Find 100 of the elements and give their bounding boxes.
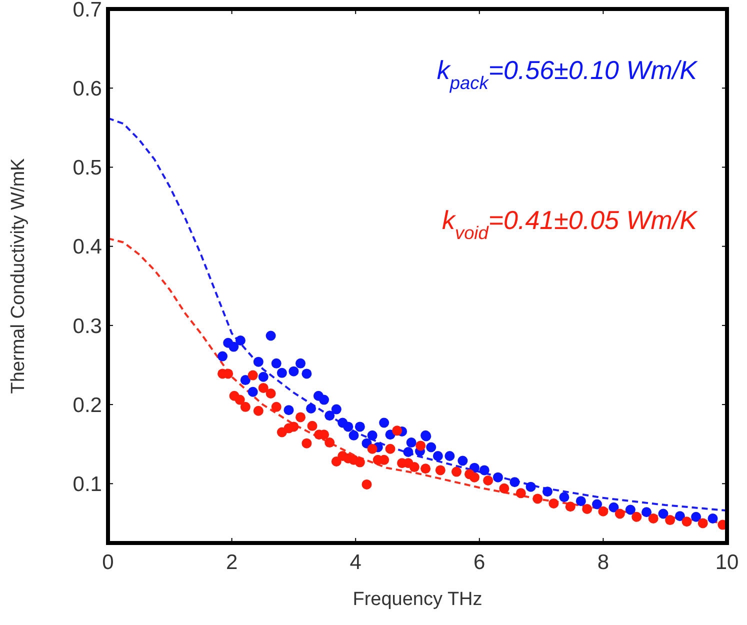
point: [698, 518, 708, 528]
x-tick-label: 6: [474, 551, 486, 574]
line-series: [107, 117, 728, 512]
point: [362, 479, 372, 490]
point: [559, 492, 570, 502]
point: [532, 494, 543, 504]
point: [708, 513, 718, 524]
point: [218, 351, 228, 362]
point: [266, 330, 276, 341]
point: [253, 406, 264, 416]
y-axis-title: Thermal Conductivity W/mK: [8, 158, 29, 394]
point: [432, 450, 443, 461]
point: [403, 447, 414, 458]
point: [379, 454, 390, 465]
point: [451, 466, 462, 477]
point: [479, 465, 490, 476]
point: [276, 368, 287, 378]
y-tick-label: 0.5: [72, 156, 102, 180]
y-tick-label: 0.1: [72, 473, 102, 496]
point: [324, 438, 335, 448]
point: [284, 405, 294, 416]
point: [420, 464, 431, 474]
x-tick-label: 0: [102, 551, 114, 574]
point: [592, 499, 602, 510]
x-tick-label: 4: [350, 551, 362, 574]
point: [296, 358, 306, 368]
point: [248, 386, 258, 397]
point: [665, 515, 676, 526]
point: [409, 462, 420, 472]
point: [253, 356, 264, 367]
point: [234, 394, 245, 405]
point: [435, 465, 446, 476]
point: [331, 404, 342, 414]
y-tick-label: 0.2: [72, 394, 102, 417]
y-tick-label: 0.4: [72, 236, 102, 259]
point: [444, 450, 455, 461]
point: [576, 496, 586, 506]
point: [306, 404, 316, 414]
point: [608, 502, 619, 512]
point: [319, 394, 330, 405]
point: [499, 483, 510, 494]
point: [632, 512, 642, 522]
point: [458, 456, 468, 466]
x-tick-label: 8: [597, 551, 610, 574]
point: [240, 375, 250, 386]
point: [426, 442, 436, 452]
point: [307, 420, 318, 431]
point: [379, 418, 390, 428]
point: [258, 372, 268, 382]
point: [469, 472, 480, 482]
point: [614, 508, 625, 519]
point: [548, 498, 559, 508]
point: [331, 456, 342, 467]
point: [266, 388, 276, 398]
point: [288, 366, 299, 376]
point: [228, 342, 239, 352]
y-tick-label: 0.6: [72, 77, 102, 100]
point: [682, 516, 692, 527]
y-tick-label: 0.3: [72, 314, 102, 338]
point: [302, 438, 312, 448]
point: [343, 422, 354, 432]
point: [406, 438, 416, 448]
point: [658, 508, 668, 519]
point: [324, 410, 335, 421]
annotation: k$_{pack}$=0.56±0.10 Wm/K: [436, 55, 699, 93]
point: [582, 504, 592, 514]
point: [516, 488, 526, 498]
point: [302, 368, 312, 379]
point: [288, 422, 299, 432]
point: [642, 507, 652, 518]
annotation: k$_{void}$=0.41±0.05 Wm/K: [442, 205, 699, 243]
point: [235, 335, 246, 346]
point: [367, 430, 378, 440]
point: [492, 472, 503, 482]
point: [648, 513, 658, 524]
point: [510, 477, 520, 488]
point: [385, 444, 396, 454]
point: [296, 412, 306, 422]
point: [248, 370, 258, 380]
point: [271, 358, 282, 368]
y-tick-label: 0.7: [72, 0, 102, 22]
point: [354, 457, 365, 468]
point: [625, 504, 636, 515]
point: [674, 511, 685, 522]
point: [258, 382, 268, 393]
x-tick-label: 10: [715, 551, 739, 574]
point: [691, 512, 702, 522]
point: [271, 402, 282, 412]
point: [416, 440, 426, 451]
point: [240, 402, 250, 412]
x-axis-title: Frequency THz: [352, 589, 482, 610]
point: [367, 444, 378, 454]
point: [526, 482, 536, 492]
point: [392, 426, 402, 436]
x-tick-label: 2: [226, 551, 238, 574]
point: [348, 430, 359, 440]
point: [354, 422, 365, 432]
point: [483, 476, 494, 486]
point: [542, 486, 552, 497]
point: [598, 506, 608, 516]
